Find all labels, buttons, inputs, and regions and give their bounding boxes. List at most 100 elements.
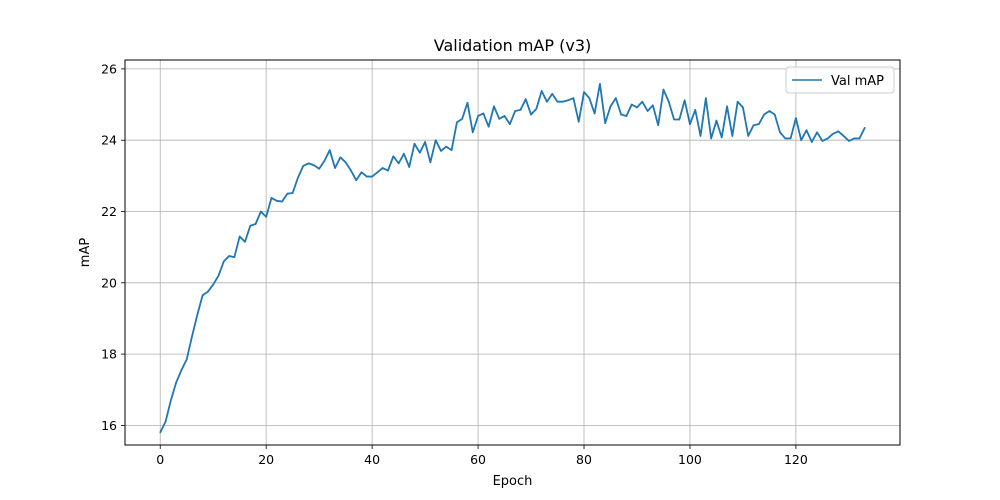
data-point [408, 166, 411, 168]
data-point [731, 135, 734, 137]
data-point [360, 171, 363, 174]
data-point [604, 122, 606, 124]
data-point [355, 179, 358, 181]
data-point [641, 100, 644, 103]
data-point [593, 112, 596, 115]
data-point [646, 110, 649, 112]
data-point [461, 118, 463, 120]
data-point [223, 260, 225, 263]
data-point [551, 93, 554, 95]
data-point [191, 335, 193, 338]
data-point [175, 381, 177, 384]
data-point [503, 115, 506, 117]
data-point [662, 88, 665, 91]
data-point [620, 113, 622, 116]
data-point [524, 98, 527, 101]
data-point [339, 156, 342, 159]
data-point [164, 421, 167, 423]
y-axis-label: mAP [78, 238, 93, 268]
data-point [217, 274, 220, 277]
data-point [535, 108, 538, 110]
data-point [805, 129, 808, 132]
data-point [519, 109, 522, 111]
data-point [323, 160, 326, 162]
data-point [546, 100, 548, 103]
data-point [694, 109, 697, 111]
data-point [281, 200, 283, 203]
axis-ticks: 0 20 40 60 80 100 120 16 18 20 22 24 26 [101, 61, 808, 467]
data-point [577, 120, 580, 123]
data-point [540, 90, 543, 92]
data-point [837, 130, 840, 133]
data-point [413, 142, 416, 145]
data-point [514, 110, 516, 112]
data-point [747, 135, 750, 137]
data-point [371, 175, 373, 178]
x-tick-label: 0 [156, 452, 164, 467]
data-point [784, 137, 787, 140]
data-point [800, 139, 802, 142]
data-point [720, 136, 723, 139]
y-tick-label: 16 [101, 418, 117, 433]
data-point [763, 113, 765, 116]
data-point [657, 124, 659, 127]
legend-box [785, 66, 895, 94]
data-point [201, 294, 204, 297]
data-point [233, 256, 236, 258]
data-point [196, 314, 199, 316]
y-tick-label: 20 [101, 275, 117, 290]
data-point [238, 235, 241, 238]
data-point [328, 149, 331, 151]
data-point [736, 100, 739, 103]
x-tick-label: 120 [784, 452, 808, 467]
data-point [286, 192, 289, 195]
x-tick-label: 20 [258, 452, 274, 467]
data-point [307, 162, 310, 165]
data-point [758, 123, 760, 125]
data-point [244, 241, 246, 243]
data-point [344, 161, 347, 164]
data-point [673, 118, 675, 121]
data-point [588, 97, 591, 99]
series-line [159, 82, 866, 433]
data-point [625, 115, 628, 117]
data-point [302, 165, 305, 167]
data-point [440, 150, 442, 152]
data-point [630, 103, 633, 106]
data-point [297, 176, 299, 179]
data-point [260, 210, 262, 213]
y-tick-label: 22 [101, 204, 117, 219]
data-point [699, 135, 702, 137]
data-point [826, 137, 829, 140]
data-point [689, 123, 691, 125]
x-tick-label: 40 [364, 452, 380, 467]
data-point [456, 121, 458, 124]
data-point [832, 132, 834, 135]
data-point [228, 255, 230, 257]
data-point [678, 118, 681, 121]
data-point [842, 135, 845, 137]
data-point [715, 119, 718, 122]
data-point [583, 91, 585, 93]
data-point [493, 105, 495, 108]
data-point [572, 97, 575, 99]
data-point [811, 141, 813, 143]
y-tick-label: 18 [101, 347, 117, 362]
data-point [636, 106, 638, 109]
data-point [466, 101, 469, 104]
data-point [366, 175, 368, 178]
data-point [821, 140, 824, 142]
data-point [212, 283, 214, 286]
y-tick-label: 24 [101, 133, 117, 148]
legend: Val mAP [785, 66, 895, 94]
data-point [419, 151, 421, 154]
data-point [392, 155, 395, 158]
data-point [445, 145, 448, 148]
data-point [567, 99, 569, 102]
data-point [434, 139, 437, 142]
data-point [652, 104, 654, 107]
data-point [482, 112, 485, 115]
data-point [270, 197, 273, 199]
data-point [726, 105, 728, 108]
data-point [599, 83, 601, 85]
